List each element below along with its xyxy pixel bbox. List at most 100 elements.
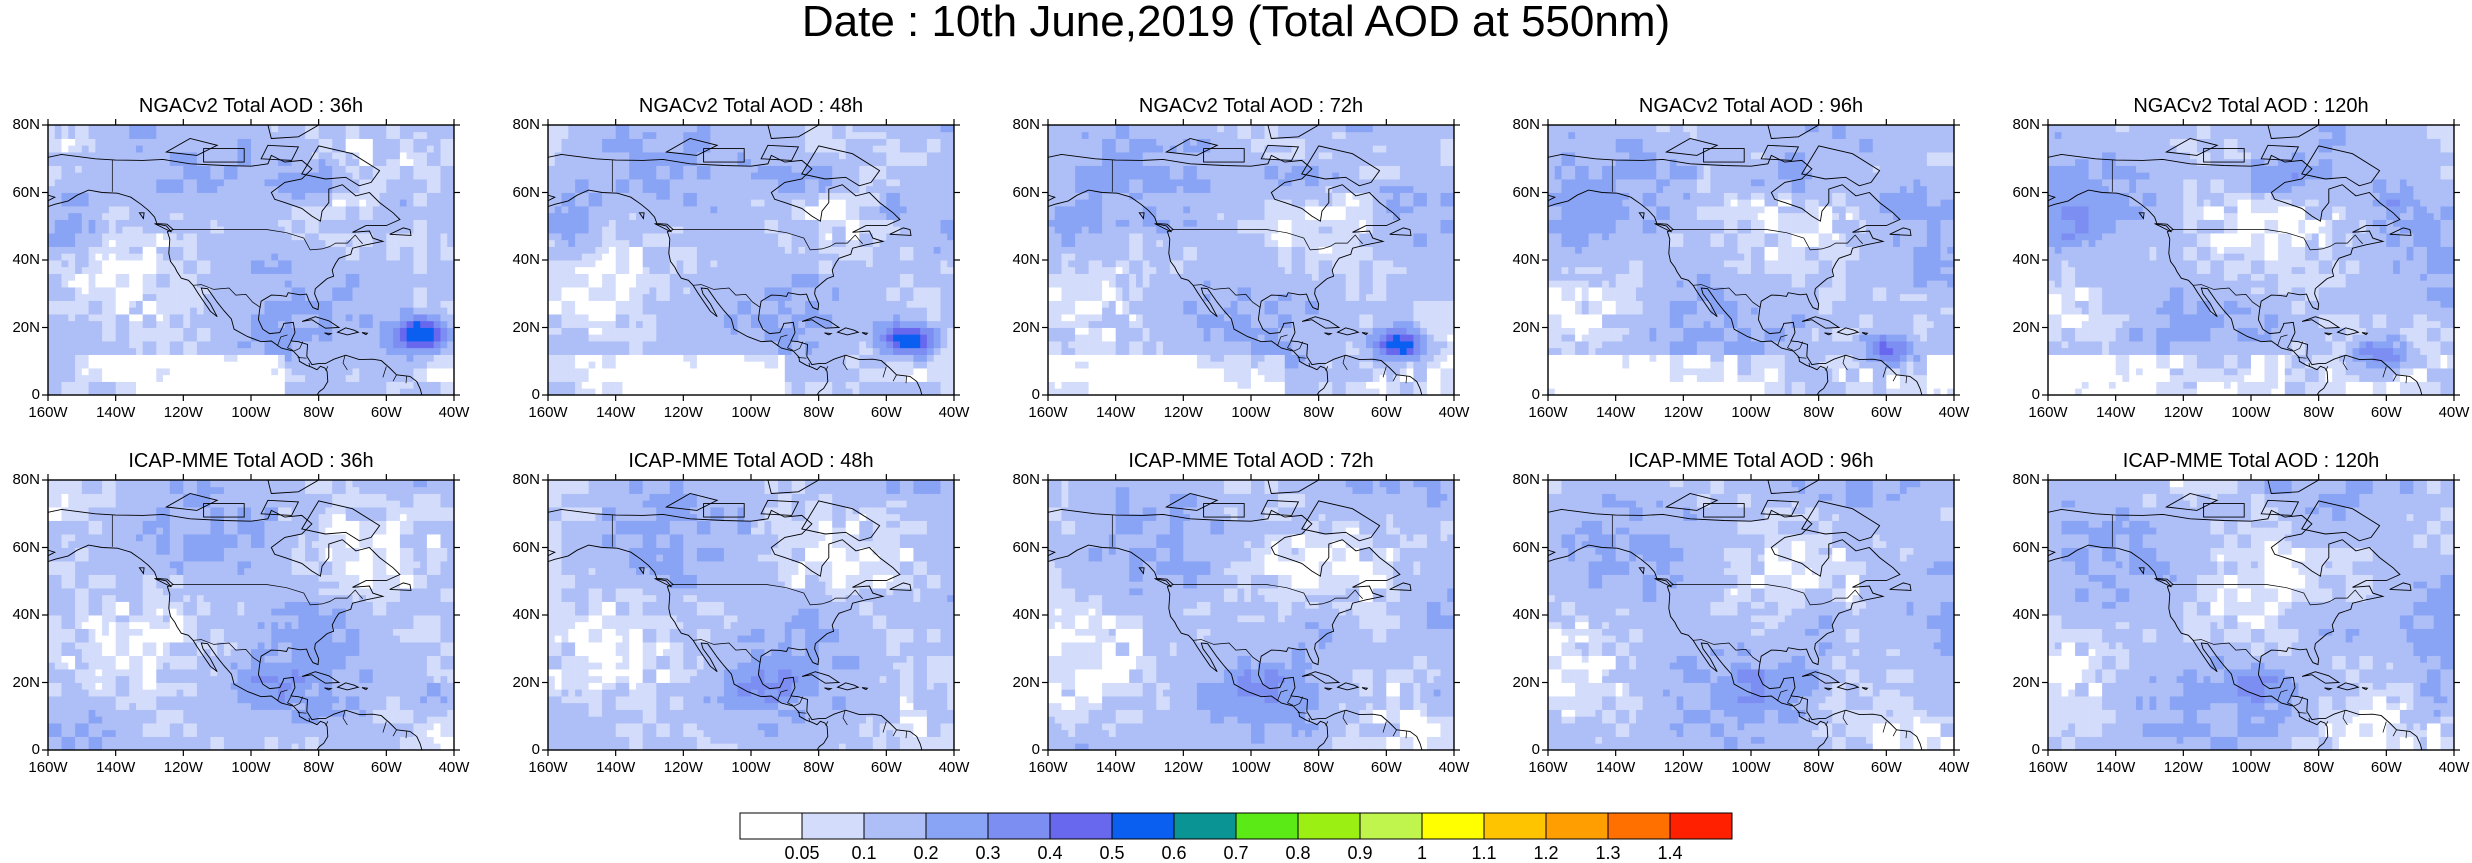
lat-tick-label: 60N [1500,185,1540,201]
colorbar-swatch [1360,813,1422,839]
lon-tick-label: 40W [2429,405,2472,421]
lon-tick-label: 60W [1861,760,1911,776]
lat-tick-label: 60N [2000,540,2040,556]
colorbar-swatch [1422,813,1484,839]
lon-tick-label: 60W [361,405,411,421]
lon-tick-label: 120W [1658,760,1708,776]
lon-tick-label: 40W [1429,760,1479,776]
lon-tick-label: 120W [158,405,208,421]
lon-tick-label: 40W [429,760,479,776]
lon-tick-label: 160W [523,405,573,421]
lat-tick-label: 20N [0,675,40,691]
lon-tick-label: 140W [1591,405,1641,421]
colorbar-label: 1.1 [1454,843,1514,863]
lon-tick-label: 40W [929,405,979,421]
lon-tick-label: 100W [2226,405,2276,421]
lon-tick-label: 120W [2158,405,2208,421]
lon-tick-label: 100W [1726,405,1776,421]
lat-tick-label: 80N [500,472,540,488]
lat-tick-label: 20N [1500,320,1540,336]
colorbar-label: 0.5 [1082,843,1142,863]
lat-tick-label: 80N [2000,472,2040,488]
lat-tick-label: 80N [500,117,540,133]
lat-tick-label: 20N [1000,320,1040,336]
panel-title: ICAP-MME Total AOD : 48h [548,450,954,472]
colorbar-swatch [1174,813,1236,839]
lat-tick-label: 40N [500,607,540,623]
lat-tick-label: 20N [2000,320,2040,336]
lat-tick-label: 0 [1000,387,1040,403]
lon-tick-label: 80W [1294,760,1344,776]
lat-tick-label: 40N [1000,252,1040,268]
colorbar-swatch [1546,813,1608,839]
lon-tick-label: 120W [158,760,208,776]
lat-tick-label: 40N [0,252,40,268]
colorbar-label: 0.4 [1020,843,1080,863]
lat-tick-label: 0 [500,387,540,403]
lon-tick-label: 160W [523,760,573,776]
lat-tick-label: 40N [500,252,540,268]
lon-tick-label: 60W [861,760,911,776]
lon-tick-label: 140W [2091,405,2141,421]
aod-field [548,125,954,395]
panel-title: NGACv2 Total AOD : 36h [48,95,454,117]
lon-tick-label: 120W [658,405,708,421]
lon-tick-label: 120W [2158,760,2208,776]
panel-title: ICAP-MME Total AOD : 36h [48,450,454,472]
aod-field [2048,480,2454,750]
lat-tick-label: 0 [0,387,40,403]
lon-tick-label: 80W [794,405,844,421]
lat-tick-label: 20N [1000,675,1040,691]
colorbar-label: 0.8 [1268,843,1328,863]
lat-tick-label: 80N [2000,117,2040,133]
lon-tick-label: 120W [1158,405,1208,421]
lon-tick-label: 60W [1361,405,1411,421]
lon-tick-label: 100W [726,405,776,421]
lon-tick-label: 80W [2294,405,2344,421]
colorbar-swatch [740,813,802,839]
panel-title: NGACv2 Total AOD : 72h [1048,95,1454,117]
lat-tick-label: 60N [0,540,40,556]
lat-tick-label: 80N [1500,472,1540,488]
panel-title: NGACv2 Total AOD : 96h [1548,95,1954,117]
lon-tick-label: 80W [2294,760,2344,776]
lon-tick-label: 40W [2429,760,2472,776]
lon-tick-label: 160W [1023,760,1073,776]
lat-tick-label: 80N [1000,117,1040,133]
lon-tick-label: 160W [1523,760,1573,776]
colorbar-swatch [1298,813,1360,839]
lat-tick-label: 40N [2000,607,2040,623]
lon-tick-label: 60W [2361,760,2411,776]
aod-field [48,480,454,750]
colorbar-swatch [926,813,988,839]
panel-title: NGACv2 Total AOD : 48h [548,95,954,117]
aod-field [2048,125,2454,395]
lat-tick-label: 40N [1500,252,1540,268]
lon-tick-label: 100W [1226,760,1276,776]
lat-tick-label: 60N [1000,185,1040,201]
lon-tick-label: 140W [591,760,641,776]
lat-tick-label: 80N [1500,117,1540,133]
colorbar-label: 1.2 [1516,843,1576,863]
aod-field [1548,125,1954,395]
colorbar-swatch [802,813,864,839]
lon-tick-label: 40W [1429,405,1479,421]
panels-layer [21,119,2460,756]
colorbar-label: 1 [1392,843,1452,863]
lon-tick-label: 60W [361,760,411,776]
colorbar-swatch [1112,813,1174,839]
colorbar-label: 0.7 [1206,843,1266,863]
lon-tick-label: 120W [658,760,708,776]
lat-tick-label: 80N [0,117,40,133]
lon-tick-label: 100W [226,760,276,776]
colorbar-swatch [864,813,926,839]
colorbar-label: 0.05 [772,843,832,863]
map-panel [21,474,460,756]
aod-field [1048,125,1454,395]
lat-tick-label: 20N [1500,675,1540,691]
lat-tick-label: 0 [500,742,540,758]
panel-title: NGACv2 Total AOD : 120h [2048,95,2454,117]
map-panel [21,119,460,401]
lat-tick-label: 80N [0,472,40,488]
